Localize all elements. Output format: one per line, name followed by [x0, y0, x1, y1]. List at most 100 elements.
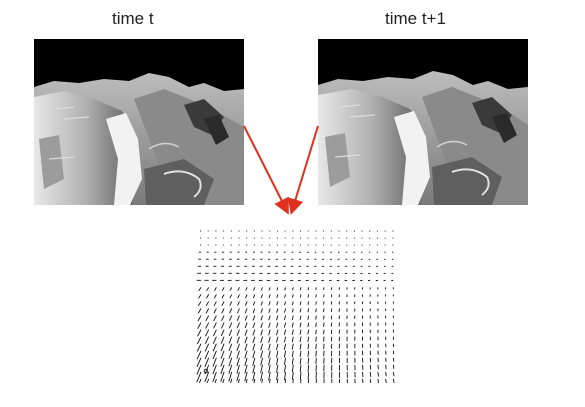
flow-vector — [324, 337, 325, 342]
flow-vector — [213, 330, 216, 336]
flow-vector — [245, 309, 247, 314]
arrow-from-time-t — [244, 126, 287, 211]
optical-flow-field — [195, 228, 395, 383]
flow-vector — [292, 309, 293, 313]
flow-vector — [253, 309, 255, 313]
flow-vector — [206, 309, 209, 314]
flow-vector — [222, 301, 224, 305]
flow-vector — [253, 294, 255, 298]
flow-vector — [229, 344, 232, 351]
flow-vector — [229, 316, 231, 321]
flow-vector — [269, 358, 271, 365]
flow-vector — [277, 309, 278, 313]
flow-vector — [245, 337, 247, 343]
flow-vector — [222, 287, 224, 290]
flow-vector — [206, 294, 208, 298]
flow-vector — [238, 294, 240, 298]
flow-vector — [213, 351, 216, 359]
flow-vector — [245, 301, 247, 305]
flow-vector — [316, 330, 317, 335]
flow-vector — [205, 330, 208, 337]
flow-vector — [213, 337, 216, 344]
flow-vector — [237, 351, 240, 359]
flow-vector — [269, 330, 271, 336]
flow-vector — [292, 301, 293, 305]
flow-vector — [308, 316, 309, 320]
flow-vector — [300, 294, 301, 297]
flow-vector — [292, 372, 293, 380]
flow-vector — [300, 287, 301, 290]
flow-vector — [378, 379, 379, 383]
flow-vector — [324, 323, 325, 327]
flow-vector — [197, 337, 201, 344]
flow-vector — [393, 365, 394, 369]
flow-vector — [370, 379, 371, 383]
flow-vector — [300, 379, 301, 383]
flow-vector — [198, 316, 201, 321]
flow-vector — [378, 365, 379, 369]
flow-vector — [308, 372, 309, 379]
flow-vector — [214, 316, 217, 321]
flow-vector — [300, 372, 301, 379]
flow-vector — [253, 287, 254, 290]
flow-vector — [269, 365, 271, 373]
flow-vector — [292, 323, 293, 328]
flow-vector — [261, 323, 263, 328]
flow-vector — [214, 301, 216, 305]
flow-vector — [292, 344, 293, 350]
flow-vector — [316, 301, 317, 304]
flow-vector — [308, 323, 309, 327]
flow-vector — [261, 287, 262, 290]
flow-vector — [199, 294, 201, 298]
flow-vector — [245, 330, 247, 336]
flow-vector — [246, 294, 248, 298]
flow-vector — [198, 323, 201, 329]
flow-vector — [261, 344, 263, 351]
arrow-from-time-t-plus-1 — [292, 126, 318, 211]
flow-vector — [222, 309, 224, 314]
flow-vector — [300, 316, 301, 320]
flow-vector — [269, 337, 271, 343]
flow-vector — [245, 358, 247, 366]
flow-vector — [261, 358, 263, 366]
flow-vector — [221, 351, 224, 359]
flow-vector — [316, 337, 317, 342]
flow-vector — [238, 301, 240, 305]
flow-vector — [277, 301, 278, 305]
flow-vector — [197, 351, 201, 359]
flow-vector — [300, 323, 301, 328]
flow-vector — [277, 316, 278, 321]
flow-vector — [261, 365, 263, 373]
flow-vector — [221, 323, 224, 329]
flow-vector — [261, 351, 263, 358]
flow-vector — [284, 344, 285, 350]
flow-vector — [300, 330, 301, 335]
flow-vector — [386, 372, 387, 376]
terrain-image-t-plus-1 — [318, 39, 528, 205]
flow-vector — [308, 330, 309, 335]
flow-vector — [292, 287, 293, 290]
flow-vector — [308, 344, 309, 350]
flow-vector — [206, 301, 209, 305]
flow-vector — [285, 301, 286, 305]
flow-vector — [214, 309, 217, 314]
flow-vector — [363, 379, 364, 383]
flow-vector — [253, 337, 255, 343]
flow-vector — [222, 294, 224, 298]
flow-vector — [245, 323, 247, 328]
flow-vector — [308, 351, 309, 357]
flow-vector — [198, 330, 201, 337]
flow-vector — [292, 365, 293, 372]
flow-vector — [198, 309, 201, 314]
flow-vector — [316, 294, 317, 297]
flow-vector — [284, 372, 285, 380]
frame-time-t — [34, 39, 244, 205]
flow-vector — [269, 344, 271, 351]
flow-vector — [284, 316, 285, 320]
flow-vector — [214, 323, 217, 329]
flow-vector — [205, 337, 208, 344]
flow-vector — [316, 358, 317, 364]
flow-vector — [292, 330, 293, 335]
flow-vector — [323, 309, 324, 313]
flow-vector — [284, 337, 285, 343]
